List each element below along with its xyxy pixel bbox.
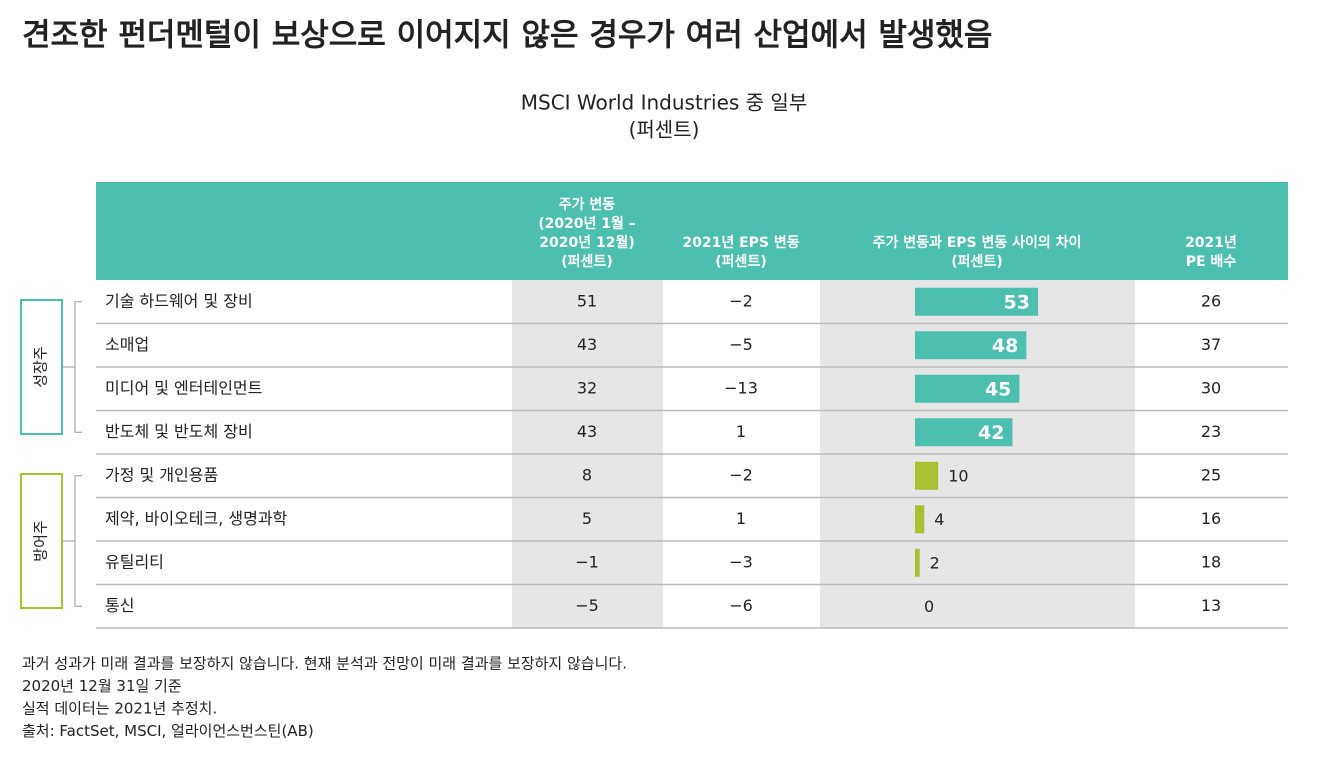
bar: [915, 461, 939, 490]
cell: −3: [729, 552, 753, 571]
bar: [915, 505, 925, 534]
row-label: 기술 하드웨어 및 장비: [105, 291, 253, 310]
group-label: 방어주: [32, 520, 50, 561]
row-label: 가정 및 개인용품: [105, 465, 218, 484]
cell: 13: [1201, 596, 1221, 615]
bar-label: 48: [992, 335, 1018, 357]
row-label: 유틸리티: [105, 552, 164, 571]
bar: [915, 548, 920, 577]
bar-label: 53: [1004, 291, 1030, 313]
bar: [915, 331, 1027, 360]
cell: 51: [577, 291, 597, 310]
cell: −1: [575, 552, 599, 571]
footnote: 실적 데이터는 2021년 추정치.: [22, 700, 217, 718]
cell: 26: [1201, 291, 1221, 310]
bar: [915, 287, 1038, 316]
cell: 30: [1201, 378, 1221, 397]
cell: 18: [1201, 552, 1221, 571]
footnote: 과거 성과가 미래 결과를 보장하지 않습니다. 현재 분석과 전망이 미래 결…: [22, 655, 627, 673]
group-bracket: [62, 301, 82, 433]
cell: 23: [1201, 422, 1221, 441]
cell: −5: [729, 335, 753, 354]
footnote: 출처: FactSet, MSCI, 얼라이언스번스틴(AB): [22, 722, 314, 740]
unit: (퍼센트): [629, 118, 700, 142]
row-label: 소매업: [105, 335, 149, 354]
cell: 43: [577, 335, 597, 354]
column-header: 2021년 EPS 변동 (퍼센트): [682, 235, 799, 270]
footnote: 2020년 12월 31일 기준: [22, 677, 182, 695]
cell: 1: [736, 422, 746, 441]
cell: −5: [575, 596, 599, 615]
bar-label: 0: [924, 597, 934, 616]
group-bracket: [62, 475, 82, 607]
column-header: 주가 변동 (2020년 1월 –2020년 12월) (퍼센트): [538, 197, 636, 270]
cell: 43: [577, 422, 597, 441]
cell: −2: [729, 291, 753, 310]
cell: 1: [736, 509, 746, 528]
row-label: 미디어 및 엔터테인먼트: [105, 378, 262, 397]
subtitle: MSCI World Industries 중 일부: [521, 91, 807, 115]
column-header: 2021년 PE 배수: [1185, 235, 1237, 270]
bar: [915, 418, 1013, 447]
cell: 16: [1201, 509, 1221, 528]
bar: [915, 374, 1020, 403]
group-label: 성장주: [32, 346, 50, 387]
cell: −13: [724, 378, 758, 397]
cell: 25: [1201, 465, 1221, 484]
column-header: 주가 변동과 EPS 변동 사이의 차이 (퍼센트): [873, 234, 1082, 270]
bar-label: 42: [978, 422, 1004, 444]
title: 견조한 펀더멘털이 보상으로 이어지지 않은 경우가 여러 산업에서 발생했음: [22, 18, 992, 54]
cell: 5: [582, 509, 592, 528]
cell: −6: [729, 596, 753, 615]
cell: 32: [577, 378, 597, 397]
bar-label: 45: [985, 378, 1011, 400]
row-label: 반도체 및 반도체 장비: [105, 422, 253, 441]
cell: 37: [1201, 335, 1221, 354]
bar-label: 10: [948, 466, 968, 485]
bar-label: 4: [934, 510, 944, 529]
bar-label: 2: [930, 553, 940, 572]
row-label: 통신: [105, 596, 134, 615]
cell: 8: [582, 465, 592, 484]
header-band: [96, 182, 1288, 280]
row-label: 제약, 바이오테크, 생명과학: [105, 509, 288, 528]
cell: −2: [729, 465, 753, 484]
